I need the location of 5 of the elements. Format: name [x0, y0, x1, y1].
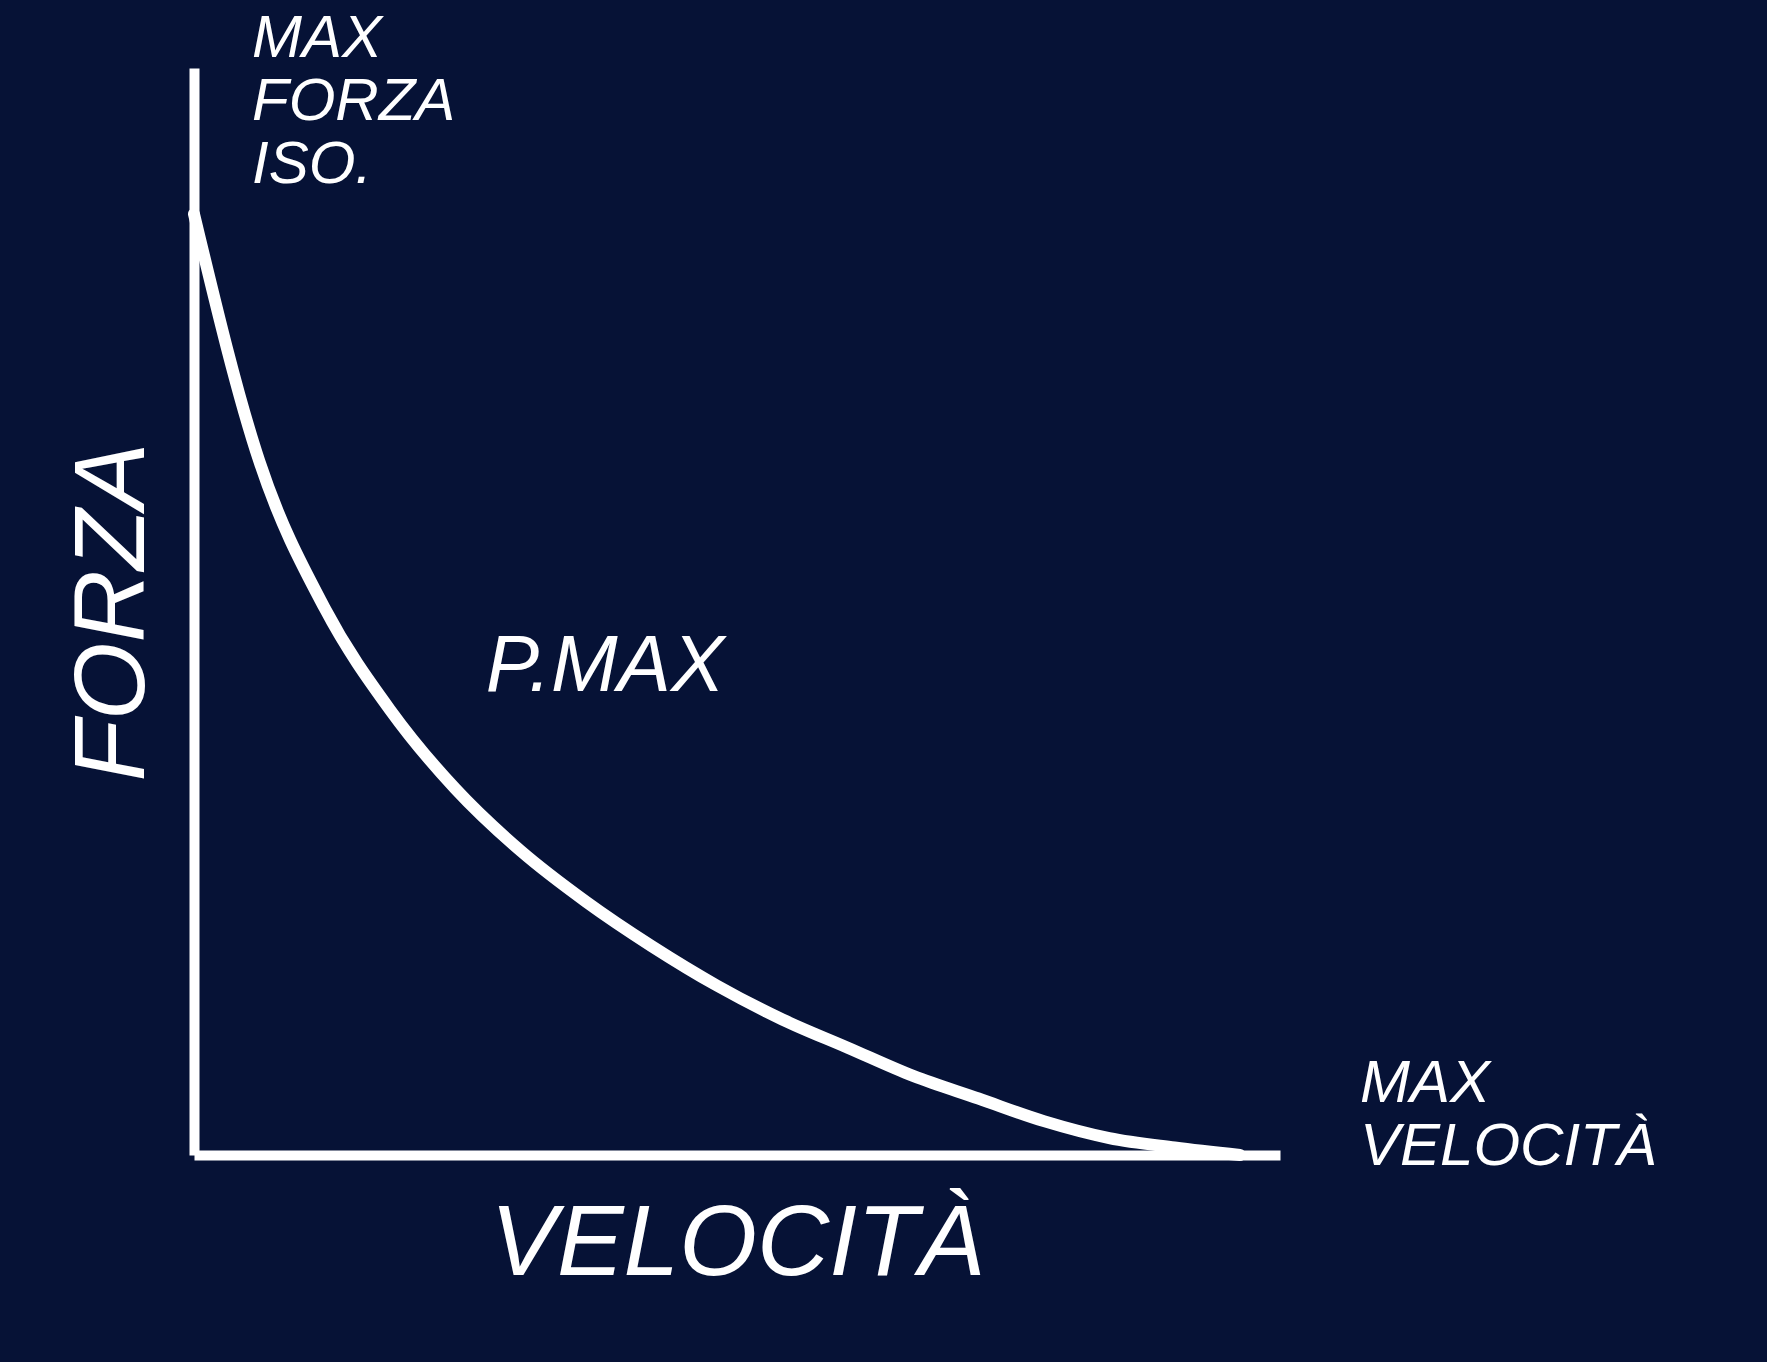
text: MAX VELOCITÀ [1360, 1048, 1657, 1178]
text: MAX FORZA ISO. [252, 3, 456, 196]
annotation: P.MAX [485, 619, 727, 708]
y-axis-title: FORZA [52, 442, 165, 782]
x-axis-title: VELOCITÀ [490, 1183, 985, 1296]
